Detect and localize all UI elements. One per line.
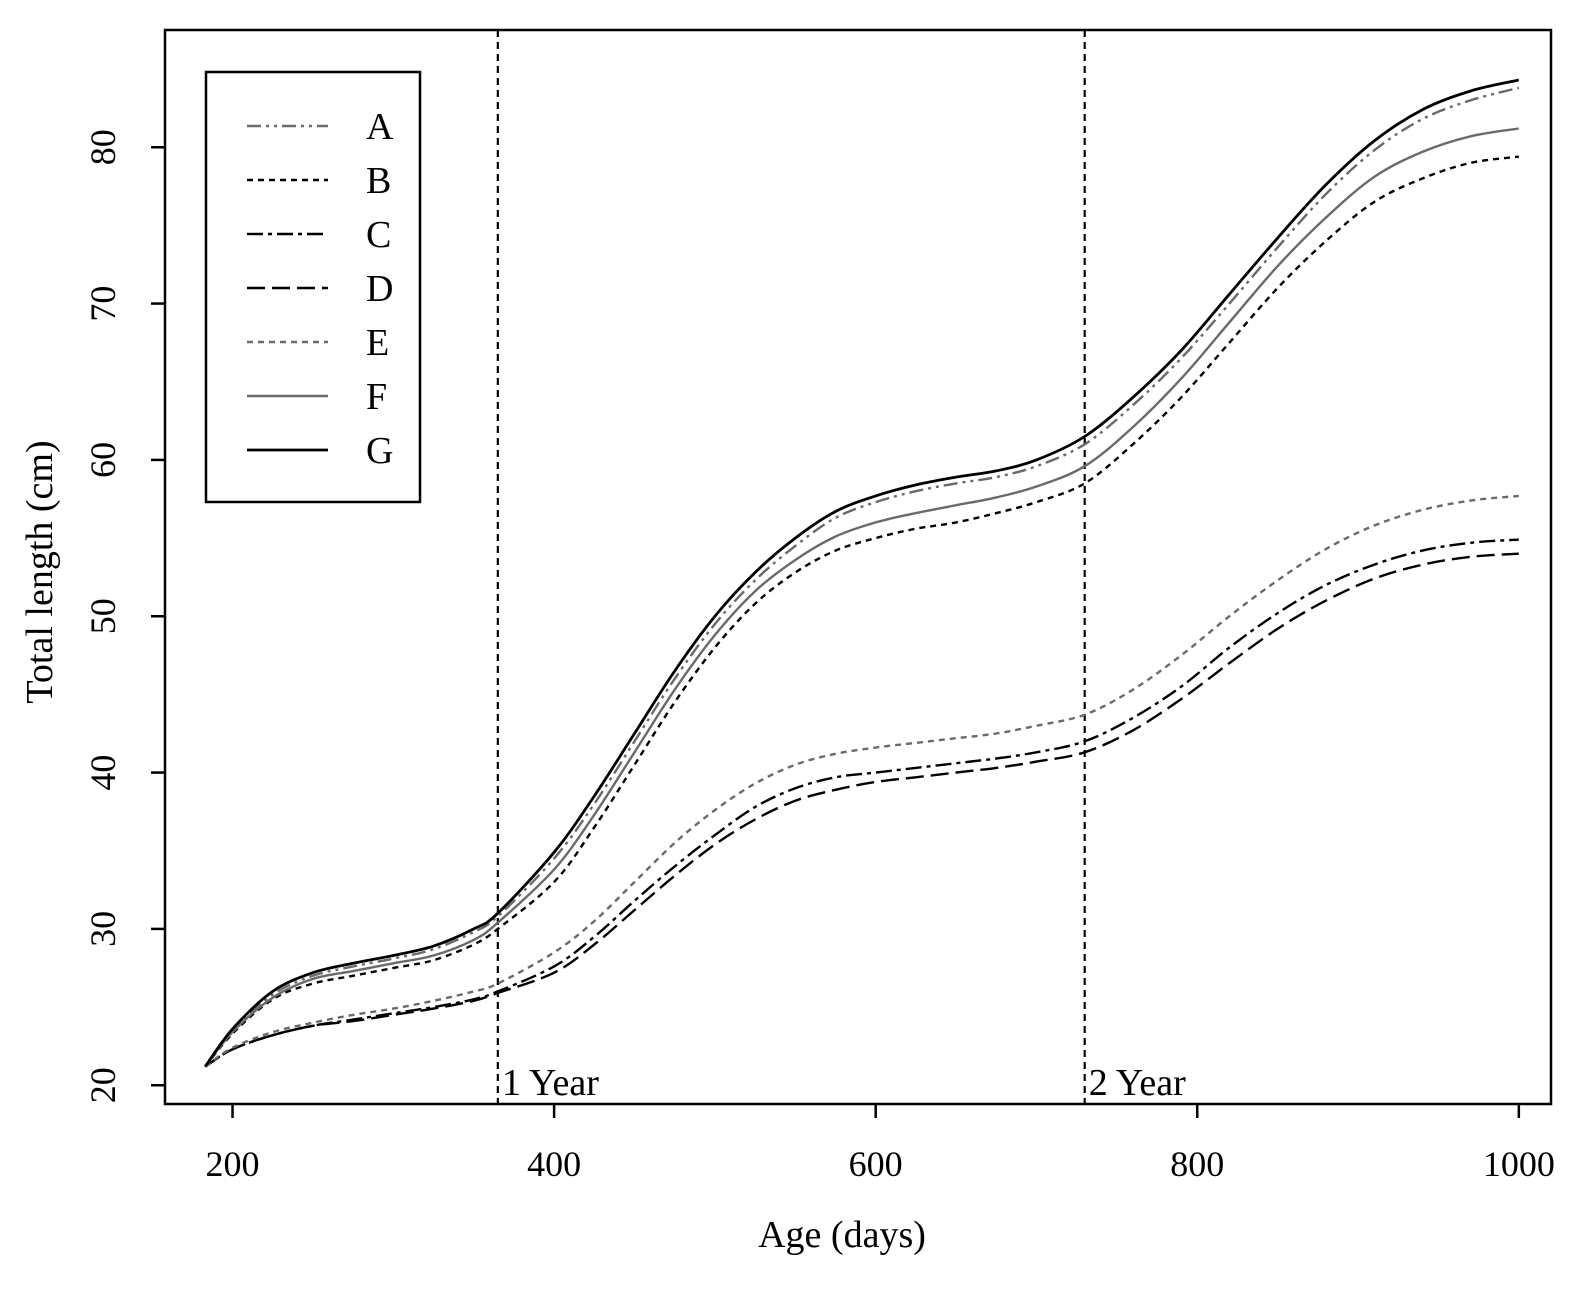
legend-label: C — [366, 214, 391, 256]
vline-label: 2 Year — [1089, 1062, 1186, 1104]
y-tick-label: 30 — [83, 911, 123, 947]
series-line-g — [204, 78, 1520, 1068]
x-tick-label: 600 — [849, 1144, 903, 1184]
plot-frame — [163, 28, 1553, 1106]
series-line-d — [204, 552, 1519, 1068]
vline-label: 1 Year — [502, 1062, 599, 1104]
series-line-b — [204, 155, 1519, 1068]
legend-label: B — [366, 160, 391, 202]
series-line-c — [204, 538, 1519, 1068]
y-tick-label: 40 — [83, 755, 123, 791]
y-tick-label: 50 — [83, 598, 123, 634]
series-line-f — [204, 127, 1519, 1068]
y-tick-label: 20 — [83, 1067, 123, 1103]
x-axis-ticks: 200 400 600 800 1000 — [206, 1104, 1555, 1184]
legend-label: F — [366, 376, 387, 418]
x-tick-label: 400 — [527, 1144, 581, 1184]
x-tick-label: 200 — [206, 1144, 260, 1184]
x-axis-title: Age (days) — [758, 1214, 926, 1256]
legend-label: A — [366, 106, 394, 148]
series-line-e — [204, 494, 1519, 1068]
series-line-a — [204, 86, 1520, 1068]
y-tick-label: 80 — [83, 129, 123, 165]
x-tick-label: 1000 — [1483, 1144, 1555, 1184]
y-axis-title: Total length (cm) — [19, 440, 61, 703]
y-tick-label: 70 — [83, 286, 123, 322]
y-tick-label: 60 — [83, 442, 123, 478]
x-tick-label: 800 — [1170, 1144, 1224, 1184]
legend-label: G — [366, 430, 393, 472]
y-axis-ticks: 20 30 40 50 60 70 80 — [83, 129, 165, 1103]
legend-label: D — [366, 268, 393, 310]
legend-label: E — [366, 322, 389, 364]
reference-lines: 1 Year 2 Year — [496, 30, 1186, 1104]
series-lines — [204, 78, 1520, 1068]
